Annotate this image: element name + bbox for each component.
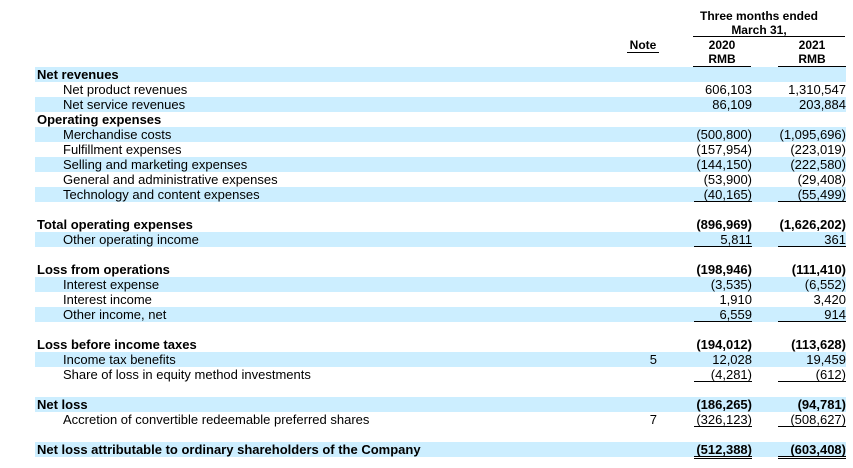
row-label: Accretion of convertible redeemable pref… — [63, 412, 370, 427]
value-2020: (40,165) — [694, 187, 752, 202]
value-2020: (144,150) — [696, 157, 752, 172]
value-2021: (113,628) — [791, 337, 846, 352]
value-2021: 19,459 — [806, 352, 846, 367]
value-2020: (194,012) — [696, 337, 752, 352]
value-2021: (612) — [778, 367, 846, 382]
row-label: Fulfillment expenses — [63, 142, 182, 157]
value-2020: (157,954) — [696, 142, 752, 157]
note-reference: 5 — [649, 352, 657, 367]
row-label: Other operating income — [63, 232, 199, 247]
row-label: Interest income — [63, 292, 152, 307]
value-2020: (198,946) — [696, 262, 752, 277]
row-label: Other income, net — [63, 307, 167, 322]
value-2021: (1,626,202) — [779, 217, 847, 232]
row-label: Total operating expenses — [37, 217, 193, 232]
row-label: Technology and content expenses — [63, 187, 260, 202]
value-2020: (3,535) — [710, 277, 752, 292]
row-label: Loss before income taxes — [37, 337, 197, 352]
value-2020: (500,800) — [696, 127, 752, 142]
table-row: Selling and marketing expenses (144,150)… — [35, 157, 846, 172]
row-label: Merchandise costs — [63, 127, 172, 142]
row-label: Net revenues — [37, 67, 119, 82]
value-2020: (4,281) — [694, 367, 752, 382]
row-label: Operating expenses — [37, 112, 162, 127]
value-2020: (53,900) — [703, 172, 752, 187]
value-2020: (326,123) — [694, 412, 752, 427]
value-2021: (1,095,696) — [779, 127, 847, 142]
value-2021: (223,019) — [790, 142, 846, 157]
table-row: General and administrative expenses (53,… — [35, 172, 846, 187]
value-2020: 86,109 — [712, 97, 752, 112]
value-2021: (94,781) — [797, 397, 846, 412]
value-2020: 6,559 — [694, 307, 752, 322]
table-row: Loss from operations (198,946) (111,410) — [35, 262, 846, 277]
note-column-header: Note — [627, 38, 659, 53]
table-row: Net loss (186,265) (94,781) — [35, 397, 846, 412]
value-2020: (186,265) — [696, 397, 752, 412]
row-label: Selling and marketing expenses — [63, 157, 248, 172]
value-2020: 1,910 — [719, 292, 752, 307]
table-row: Loss before income taxes (194,012) (113,… — [35, 337, 846, 352]
table-row: Technology and content expenses (40,165)… — [35, 187, 846, 202]
value-2020: (896,969) — [696, 217, 752, 232]
table-row: Operating expenses — [35, 112, 846, 127]
table-row: Other operating income 5,811 361 — [35, 232, 846, 247]
value-2021: (111,410) — [791, 262, 846, 277]
value-2021: 3,420 — [813, 292, 846, 307]
row-label: Net service revenues — [63, 97, 186, 112]
value-2021: 1,310,547 — [788, 82, 846, 97]
row-label: General and administrative expenses — [63, 172, 278, 187]
row-label: Interest expense — [63, 277, 160, 292]
note-reference: 7 — [649, 412, 657, 427]
value-2020: 606,103 — [705, 82, 752, 97]
table-row: Merchandise costs (500,800) (1,095,696) — [35, 127, 846, 142]
row-label: Net product revenues — [63, 82, 188, 97]
table-row: Net product revenues 606,103 1,310,547 — [35, 82, 846, 97]
value-2021: (55,499) — [778, 187, 846, 202]
table-row: Share of loss in equity method investmen… — [35, 367, 846, 382]
value-2021: 361 — [778, 232, 846, 247]
value-2021: 914 — [778, 307, 846, 322]
value-2021: (6,552) — [804, 277, 846, 292]
table-row: Accretion of convertible redeemable pref… — [35, 412, 846, 427]
row-label: Income tax benefits — [63, 352, 176, 367]
row-label: Loss from operations — [37, 262, 170, 277]
value-2021: (29,408) — [797, 172, 846, 187]
value-2021: (222,580) — [790, 157, 846, 172]
col-2021-year: 2021 — [798, 38, 826, 52]
table-row: Fulfillment expenses (157,954) (223,019) — [35, 142, 846, 157]
table-row: Income tax benefits 5 12,028 19,459 — [35, 352, 846, 367]
table-row: Interest income 1,910 3,420 — [35, 292, 846, 307]
value-2020: 5,811 — [694, 232, 752, 247]
value-2021: (603,408) — [778, 442, 846, 459]
value-2021: (508,627) — [778, 412, 846, 427]
table-row: Net revenues — [35, 67, 846, 82]
table-row: Interest expense (3,535) (6,552) — [35, 277, 846, 292]
period-header-rule — [693, 36, 845, 37]
value-2021: 203,884 — [799, 97, 846, 112]
col-2021-currency: RMB — [778, 52, 846, 67]
row-label: Net loss — [37, 397, 88, 412]
row-label: Net loss attributable to ordinary shareh… — [37, 442, 421, 457]
table-row: Net loss attributable to ordinary shareh… — [35, 442, 846, 459]
table-row: Total operating expenses (896,969) (1,62… — [35, 217, 846, 232]
col-2020-currency: RMB — [693, 52, 751, 67]
period-header: Three months ended March 31, — [699, 9, 818, 37]
col-2020-year: 2020 — [708, 38, 736, 52]
value-2020: 12,028 — [712, 352, 752, 367]
row-label: Share of loss in equity method investmen… — [63, 367, 311, 382]
table-row: Net service revenues 86,109 203,884 — [35, 97, 846, 112]
value-2020: (512,388) — [694, 442, 752, 459]
table-row: Other income, net 6,559 914 — [35, 307, 846, 322]
